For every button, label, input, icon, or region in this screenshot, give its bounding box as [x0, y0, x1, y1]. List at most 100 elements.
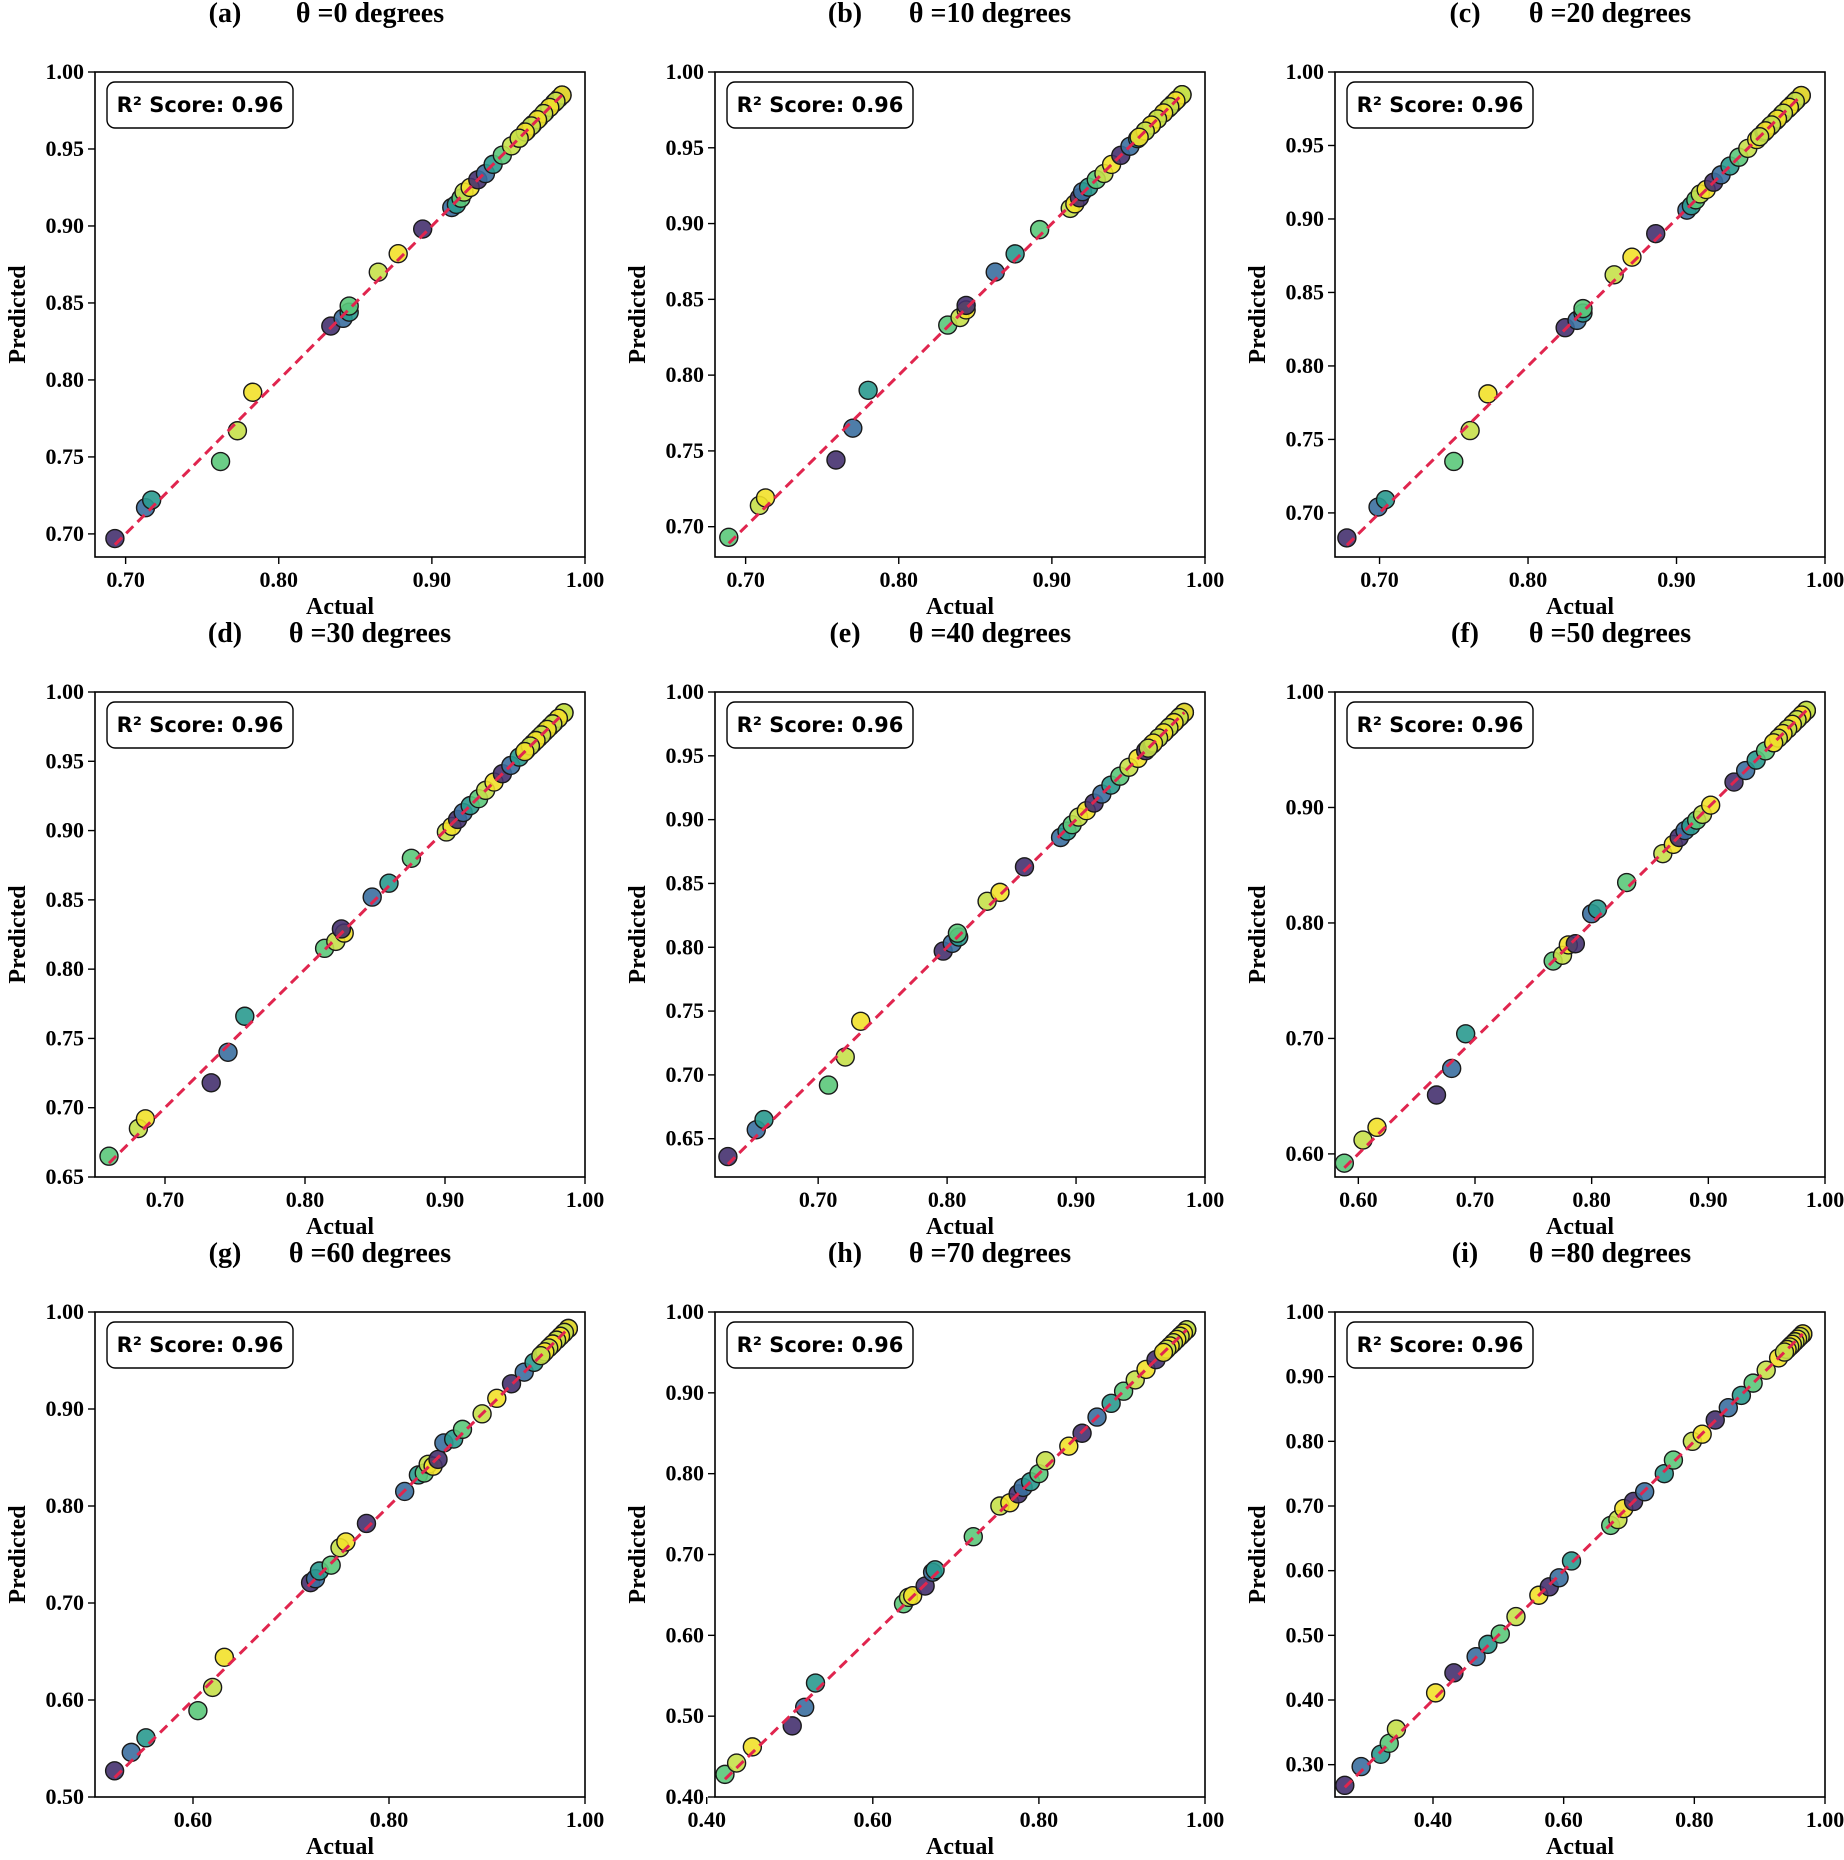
data-point — [754, 1109, 774, 1130]
x-tick-label: 0.90 — [1689, 1187, 1728, 1212]
y-tick-label: 0.90 — [1286, 206, 1325, 231]
x-tick-label: 0.70 — [146, 1187, 185, 1212]
y-tick-label: 0.90 — [1286, 1364, 1325, 1389]
y-tick-label: 0.95 — [666, 135, 705, 160]
x-axis-label: Actual — [1546, 1214, 1614, 1240]
r2-score-box — [106, 1321, 294, 1369]
panel-label: (i) — [1452, 1238, 1478, 1269]
x-tick-label: 0.80 — [370, 1807, 409, 1832]
data-point — [105, 528, 125, 549]
reference-line — [1343, 1332, 1804, 1789]
data-point — [719, 527, 739, 547]
data-point — [452, 1419, 473, 1440]
r2-score-text: R² Score: 0.96 — [1357, 93, 1524, 117]
x-tick-label: 0.70 — [726, 567, 765, 592]
reference-line — [107, 711, 566, 1165]
x-tick-label: 0.80 — [1675, 1807, 1714, 1832]
data-point — [794, 1697, 815, 1717]
data-point — [755, 488, 776, 508]
plot-content — [1335, 700, 1817, 1173]
scatter-panel-b: (b) θ =10 degrees 0.70 0.80 0.90 1.00 0.70 0.75… — [625, 0, 1225, 620]
data-point — [136, 1728, 156, 1748]
data-point — [1035, 1451, 1056, 1471]
panel-title: θ =10 degrees — [909, 0, 1071, 29]
r2-score-box — [1346, 1321, 1534, 1369]
panel-label: (d) — [208, 618, 242, 649]
scatter-panel-e: (e) θ =40 degrees 0.70 0.80 0.90 1.00 0.65 0.70… — [625, 618, 1225, 1240]
r2-score-text: R² Score: 0.96 — [117, 1333, 284, 1357]
plot-content — [104, 1318, 579, 1781]
y-tick-label: 0.75 — [666, 438, 705, 463]
panel-label: (g) — [209, 1238, 242, 1269]
r2-score-box — [1346, 81, 1534, 129]
r2-score-text: R² Score: 0.96 — [117, 713, 284, 737]
panel-label: (e) — [829, 618, 860, 649]
reference-line — [723, 1328, 1188, 1781]
y-tick-label: 0.70 — [666, 514, 705, 539]
data-point — [1573, 298, 1593, 319]
y-tick-label: 1.00 — [46, 679, 85, 704]
y-tick-label: 0.60 — [46, 1687, 85, 1712]
x-axis-label: Actual — [926, 1214, 994, 1240]
x-tick-label: 0.60 — [1544, 1807, 1583, 1832]
y-tick-label: 0.30 — [1286, 1752, 1325, 1777]
x-tick-label: 1.00 — [1806, 1187, 1844, 1212]
panel-title: θ =50 degrees — [1529, 618, 1691, 649]
data-point — [235, 1006, 255, 1026]
data-point — [188, 1700, 208, 1721]
y-tick-label: 0.80 — [666, 1461, 705, 1486]
y-tick-label: 0.90 — [46, 1396, 85, 1421]
r2-score-text: R² Score: 0.96 — [737, 1333, 904, 1357]
x-tick-label: 0.40 — [687, 1807, 726, 1832]
y-axis-label: Predicted — [5, 1505, 31, 1604]
x-tick-label: 1.00 — [1186, 567, 1225, 592]
data-point — [356, 1513, 377, 1534]
y-tick-label: 0.90 — [46, 818, 85, 843]
data-point — [1029, 219, 1050, 240]
data-point — [202, 1677, 223, 1698]
data-point — [1426, 1085, 1447, 1105]
r2-score-box — [726, 1321, 914, 1369]
panel-title: θ =80 degrees — [1529, 1238, 1691, 1269]
x-tick-label: 0.70 — [799, 1187, 838, 1212]
x-tick-label: 0.60 — [1339, 1187, 1378, 1212]
r2-score-box — [726, 81, 914, 129]
data-point — [826, 450, 846, 470]
panel-title: θ =70 degrees — [909, 1238, 1071, 1269]
y-tick-label: 0.85 — [666, 870, 705, 895]
x-tick-label: 0.80 — [1509, 567, 1548, 592]
x-axis-label: Actual — [926, 594, 994, 620]
data-point — [227, 421, 248, 441]
y-tick-label: 0.60 — [666, 1622, 705, 1647]
plot-content — [105, 85, 572, 549]
reference-line — [727, 93, 1184, 545]
y-tick-label: 0.95 — [666, 743, 705, 768]
plot-content — [1335, 1324, 1813, 1796]
data-point — [210, 451, 231, 472]
y-tick-label: 0.70 — [1286, 1493, 1325, 1518]
x-tick-label: 0.60 — [854, 1807, 893, 1832]
data-point — [851, 1011, 871, 1031]
x-tick-label: 0.90 — [1057, 1187, 1096, 1212]
y-axis-label: Predicted — [1245, 1505, 1271, 1604]
data-point — [362, 887, 382, 907]
data-point — [412, 219, 433, 239]
panel-title: θ =30 degrees — [289, 618, 451, 649]
y-tick-label: 1.00 — [1286, 59, 1325, 84]
scatter-panel-g: (g) θ =60 degrees 0.60 0.80 1.00 0.50 0.60 0.70… — [5, 1238, 604, 1860]
plot-content — [99, 703, 574, 1166]
x-tick-label: 0.70 — [106, 567, 145, 592]
x-tick-label: 0.80 — [880, 567, 919, 592]
data-point — [201, 1073, 221, 1093]
x-tick-label: 1.00 — [1186, 1187, 1225, 1212]
y-tick-label: 0.75 — [46, 1025, 85, 1050]
y-tick-label: 0.90 — [46, 213, 85, 238]
y-tick-label: 1.00 — [46, 1299, 85, 1324]
y-tick-label: 0.50 — [666, 1703, 705, 1728]
data-point — [726, 1753, 747, 1773]
y-tick-label: 0.85 — [46, 887, 85, 912]
y-tick-label: 0.40 — [666, 1784, 705, 1809]
data-point — [336, 1532, 356, 1552]
data-point — [1335, 1153, 1355, 1173]
data-point — [1353, 1130, 1373, 1150]
